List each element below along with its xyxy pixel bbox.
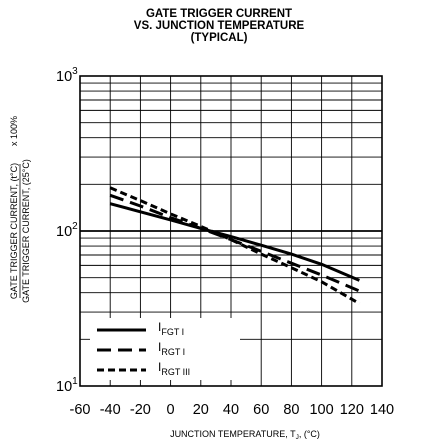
series-line-fgt-i bbox=[109, 202, 360, 282]
legend: IFGT I IRGT I IRGT III bbox=[90, 318, 240, 380]
y-axis-label: GATE TRIGGER CURRENT, (t°C) GATE TRIGGER… bbox=[9, 116, 31, 303]
x-tick-label: 120 bbox=[340, 402, 364, 418]
y-tick-label: 101 bbox=[56, 376, 78, 395]
y-tick-labels: 101 102 103 bbox=[56, 66, 78, 395]
series-line-rgt-iii bbox=[109, 186, 361, 305]
chart-title-line-2: VS. JUNCTION TEMPERATURE bbox=[133, 20, 305, 32]
x-tick-label: 60 bbox=[253, 402, 269, 418]
y-axis-label-multiplier: x 100% bbox=[9, 116, 19, 146]
x-tick-label: 80 bbox=[283, 402, 299, 418]
series-lines bbox=[109, 186, 361, 305]
plot-frame bbox=[79, 75, 383, 387]
x-tick-label: 100 bbox=[309, 402, 333, 418]
chart-title-line-1: GATE TRIGGER CURRENT bbox=[145, 8, 293, 20]
grid bbox=[80, 76, 382, 386]
x-tick-label: -60 bbox=[70, 402, 91, 418]
x-tick-label: 140 bbox=[370, 402, 394, 418]
x-tick-label: 0 bbox=[167, 402, 175, 418]
y-tick-label: 102 bbox=[56, 221, 78, 240]
chart-title-line-3: (TYPICAL) bbox=[190, 32, 248, 44]
x-tick-label: -20 bbox=[130, 402, 151, 418]
y-axis-label-numerator: GATE TRIGGER CURRENT, (t°C) bbox=[9, 163, 19, 299]
legend-label-rgt-iii: IRGT III bbox=[158, 360, 190, 377]
legend-label-fgt-i: IFGT I bbox=[158, 320, 184, 337]
x-tick-label: -40 bbox=[100, 402, 121, 418]
y-tick-label: 103 bbox=[56, 66, 78, 85]
y-axis-label-denominator: GATE TRIGGER CURRENT, (25°C) bbox=[21, 159, 31, 303]
legend-label-rgt-i: IRGT I bbox=[158, 340, 185, 357]
series-line-rgt-i bbox=[109, 193, 360, 293]
x-tick-labels: -60 -40 -20 0 20 40 60 80 100 120 140 bbox=[70, 402, 395, 418]
x-axis-label: JUNCTION TEMPERATURE, TJ, (°C) bbox=[170, 429, 320, 441]
x-tick-label: 40 bbox=[223, 402, 239, 418]
x-tick-label: 20 bbox=[193, 402, 209, 418]
